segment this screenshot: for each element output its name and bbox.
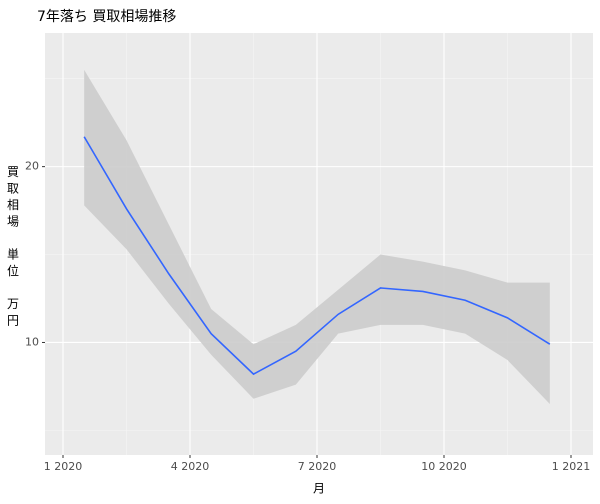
x-tick-label: 1 2020 xyxy=(44,460,83,473)
chart-title: 7年落ち 買取相場推移 xyxy=(37,9,176,25)
x-tick-label: 10 2020 xyxy=(421,460,467,473)
x-axis-title: 月 xyxy=(313,482,325,496)
x-tick-label: 4 2020 xyxy=(171,460,210,473)
y-tick-label: 10 xyxy=(25,335,39,348)
confidence-band xyxy=(84,69,550,405)
line xyxy=(83,136,551,376)
x-tick-label: 1 2021 xyxy=(552,460,591,473)
y-axis-title: 買取相場 単位 万円 xyxy=(7,165,19,328)
x-tick-label: 7 2020 xyxy=(298,460,337,473)
y-tick-label: 20 xyxy=(25,160,39,173)
